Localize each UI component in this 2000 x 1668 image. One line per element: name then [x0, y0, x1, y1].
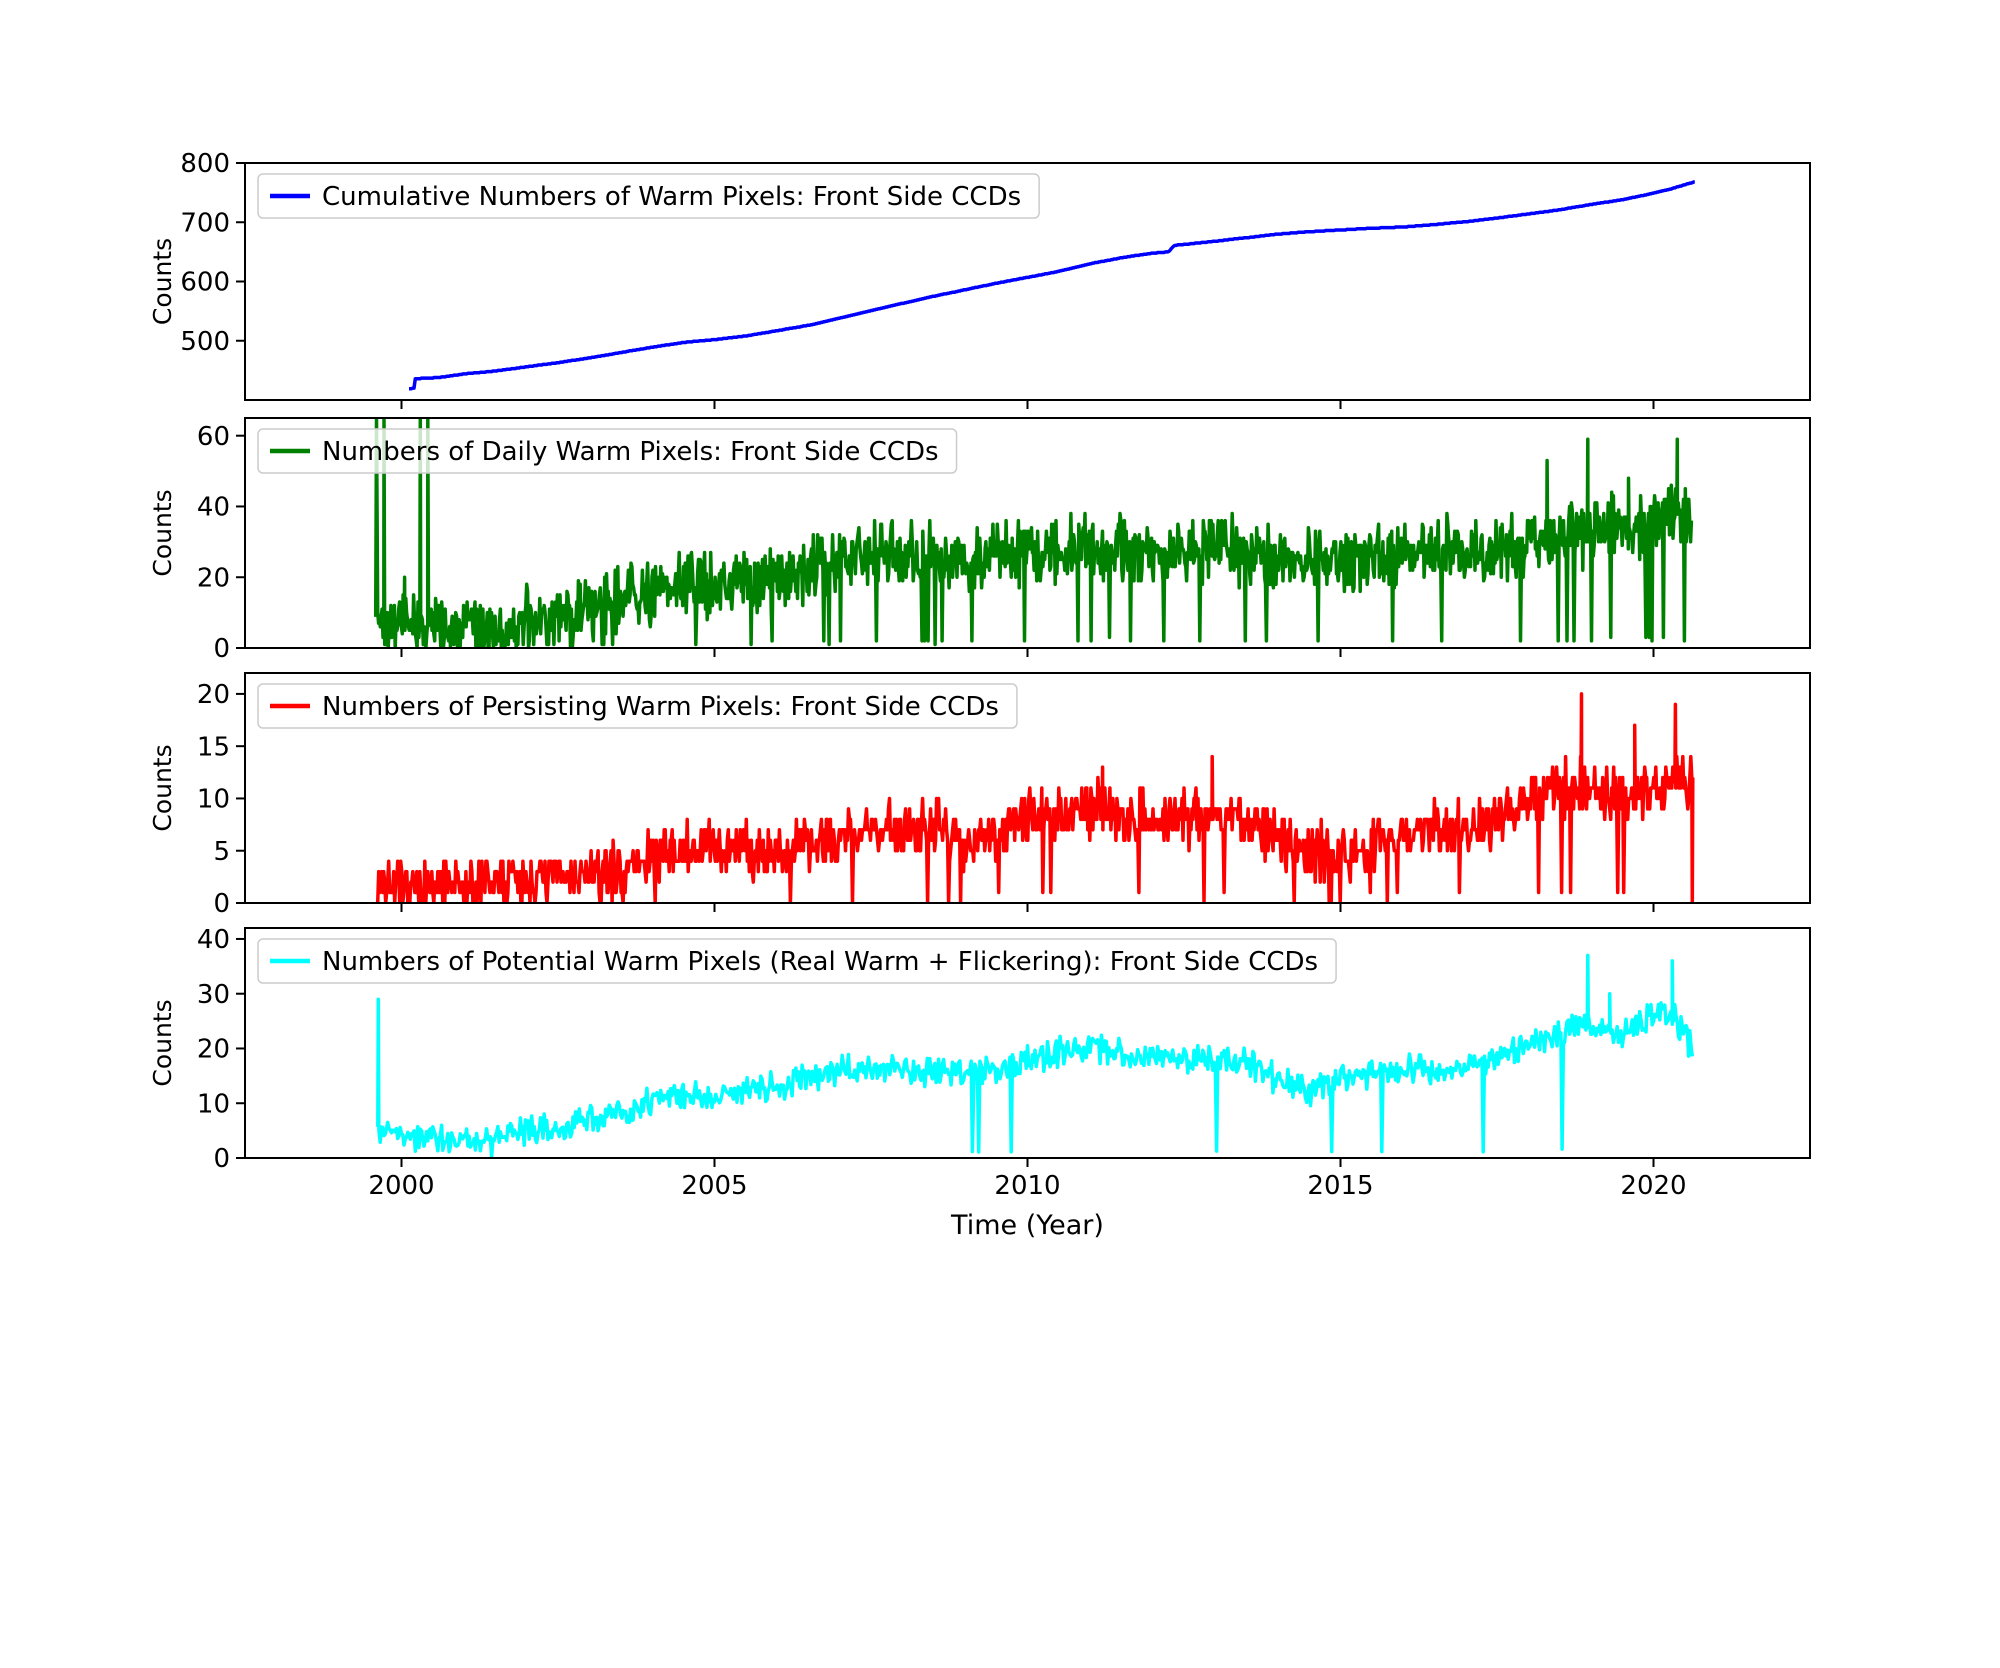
y-tick-label: 10 [197, 1089, 230, 1119]
legend: Numbers of Persisting Warm Pixels: Front… [257, 683, 1018, 729]
y-tick-label: 20 [197, 1035, 230, 1065]
x-tick-label: 2005 [681, 1171, 747, 1201]
x-tick-label: 2010 [994, 1171, 1060, 1201]
panel-4: 0 10 20 30 40 2000 2005 2010 2015 2020 Counts Numbe… [148, 925, 1811, 1201]
panel-3: 0 5 10 15 20 Counts Numbers of Persisting Warm… [148, 672, 1811, 919]
y-tick-label: 5 [213, 837, 230, 867]
legend-box [257, 173, 1040, 219]
panel-2: 0 20 40 60 Counts Numbers of Daily Warm Pixel… [148, 417, 1811, 664]
y-axis-label: Counts [148, 238, 177, 325]
legend: Cumulative Numbers of Warm Pixels: Front… [257, 173, 1040, 219]
y-tick-label: 500 [180, 327, 230, 357]
y-tick-label: 0 [213, 634, 230, 664]
legend: Numbers of Daily Warm Pixels: Front Side… [257, 428, 958, 474]
series-line-1 [408, 180, 1696, 391]
y-tick-label: 10 [197, 785, 230, 815]
legend-label: Numbers of Daily Warm Pixels: Front Side… [322, 437, 939, 467]
panel-1: 500 600 700 800 Counts Cumulative Numbers of … [148, 149, 1811, 409]
y-tick-label: 0 [213, 889, 230, 919]
series-line-3 [375, 692, 1695, 903]
y-tick-label: 700 [180, 208, 230, 238]
y-tick-label: 30 [197, 980, 230, 1010]
legend: Numbers of Potential Warm Pixels (Real W… [257, 938, 1337, 984]
y-tick-label: 600 [180, 268, 230, 298]
y-axis-label: Counts [148, 489, 177, 576]
legend-label: Numbers of Persisting Warm Pixels: Front… [322, 692, 999, 722]
y-tick-label: 800 [180, 149, 230, 179]
y-axis-label: Counts [148, 744, 177, 831]
y-tick-label: 20 [197, 563, 230, 593]
legend-box [257, 938, 1337, 984]
y-tick-label: 15 [197, 732, 230, 762]
legend-box [257, 683, 1018, 729]
x-axis-label: Time (Year) [950, 1210, 1104, 1241]
x-tick-label: 2015 [1307, 1171, 1373, 1201]
y-axis-label: Counts [148, 999, 177, 1086]
y-tick-label: 20 [197, 680, 230, 710]
legend-label: Cumulative Numbers of Warm Pixels: Front… [322, 182, 1021, 212]
x-tick-label: 2020 [1620, 1171, 1686, 1201]
y-tick-label: 0 [213, 1144, 230, 1174]
y-tick-label: 60 [197, 422, 230, 452]
x-tick-label: 2000 [368, 1171, 434, 1201]
legend-label: Numbers of Potential Warm Pixels (Real W… [322, 947, 1318, 977]
y-tick-label: 40 [197, 925, 230, 955]
y-tick-label: 40 [197, 493, 230, 523]
series-line-4 [375, 953, 1695, 1158]
legend-box [257, 428, 958, 474]
series-line-2 [373, 418, 1694, 648]
